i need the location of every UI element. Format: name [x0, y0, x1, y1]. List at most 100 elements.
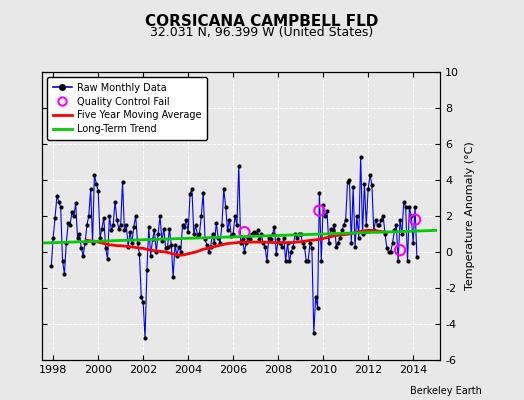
Point	[100, 214, 108, 221]
Point	[377, 216, 386, 223]
Point	[263, 258, 271, 264]
Point	[77, 245, 85, 252]
Point	[81, 240, 89, 246]
Text: Berkeley Earth: Berkeley Earth	[410, 386, 482, 396]
Point	[392, 222, 400, 228]
Point	[235, 162, 243, 169]
Point	[115, 225, 123, 232]
Point	[411, 216, 419, 223]
Point	[317, 258, 325, 264]
Point	[124, 243, 133, 250]
Point	[374, 222, 382, 228]
Point	[178, 222, 187, 228]
Point	[161, 245, 170, 252]
Point	[197, 213, 205, 219]
Point	[182, 216, 191, 223]
Text: 32.031 N, 96.399 W (United States): 32.031 N, 96.399 W (United States)	[150, 26, 374, 39]
Point	[204, 249, 213, 255]
Point	[90, 171, 99, 178]
Text: CORSICANA CAMPBELL FLD: CORSICANA CAMPBELL FLD	[145, 14, 379, 29]
Point	[126, 229, 134, 235]
Point	[306, 240, 314, 246]
Point	[177, 249, 185, 255]
Point	[323, 207, 331, 214]
Point	[223, 227, 232, 234]
Point	[278, 243, 286, 250]
Point	[304, 258, 312, 264]
Point	[297, 231, 305, 237]
Point	[287, 249, 296, 255]
Point	[116, 222, 125, 228]
Point	[261, 243, 269, 250]
Point	[240, 249, 248, 255]
Point	[102, 245, 110, 252]
Point	[383, 245, 391, 252]
Point	[265, 234, 273, 241]
Point	[60, 270, 69, 277]
Point	[396, 247, 404, 254]
Point	[259, 240, 267, 246]
Point	[308, 245, 316, 252]
Point	[324, 240, 333, 246]
Point	[390, 227, 399, 234]
Point	[145, 224, 153, 230]
Point	[216, 240, 224, 246]
Point	[156, 213, 164, 219]
Y-axis label: Temperature Anomaly (°C): Temperature Anomaly (°C)	[465, 142, 475, 290]
Point	[387, 249, 395, 255]
Point	[57, 204, 65, 210]
Point	[169, 274, 177, 280]
Point	[255, 236, 264, 242]
Point	[379, 213, 387, 219]
Point	[79, 252, 88, 259]
Point	[368, 182, 376, 188]
Point	[321, 213, 329, 219]
Point	[332, 243, 341, 250]
Point	[222, 204, 230, 210]
Legend: Raw Monthly Data, Quality Control Fail, Five Year Moving Average, Long-Term Tren: Raw Monthly Data, Quality Control Fail, …	[47, 77, 208, 140]
Point	[300, 243, 309, 250]
Point	[285, 258, 293, 264]
Point	[240, 229, 248, 235]
Point	[148, 236, 157, 242]
Point	[186, 191, 194, 198]
Point	[210, 240, 219, 246]
Point	[103, 256, 112, 262]
Point	[276, 240, 284, 246]
Point	[231, 213, 239, 219]
Point	[319, 202, 328, 208]
Point	[128, 240, 136, 246]
Point	[147, 252, 155, 259]
Point	[369, 227, 378, 234]
Point	[315, 207, 324, 214]
Point	[109, 222, 117, 228]
Point	[289, 243, 297, 250]
Point	[347, 240, 355, 246]
Point	[225, 216, 234, 223]
Point	[268, 231, 277, 237]
Point	[385, 249, 393, 255]
Point	[70, 213, 78, 219]
Point	[252, 231, 260, 237]
Point	[158, 238, 166, 244]
Point	[190, 231, 198, 237]
Point	[236, 240, 245, 246]
Point	[132, 213, 140, 219]
Point	[302, 258, 311, 264]
Point	[400, 198, 408, 205]
Point	[244, 234, 253, 241]
Point	[105, 213, 114, 219]
Point	[137, 294, 146, 300]
Point	[227, 233, 235, 239]
Point	[71, 200, 80, 206]
Point	[203, 242, 211, 248]
Point	[407, 213, 416, 219]
Point	[64, 220, 72, 226]
Point	[214, 234, 222, 241]
Point	[89, 240, 97, 246]
Point	[413, 254, 421, 261]
Point	[184, 229, 192, 235]
Point	[84, 213, 93, 219]
Point	[141, 335, 149, 342]
Point	[349, 184, 357, 190]
